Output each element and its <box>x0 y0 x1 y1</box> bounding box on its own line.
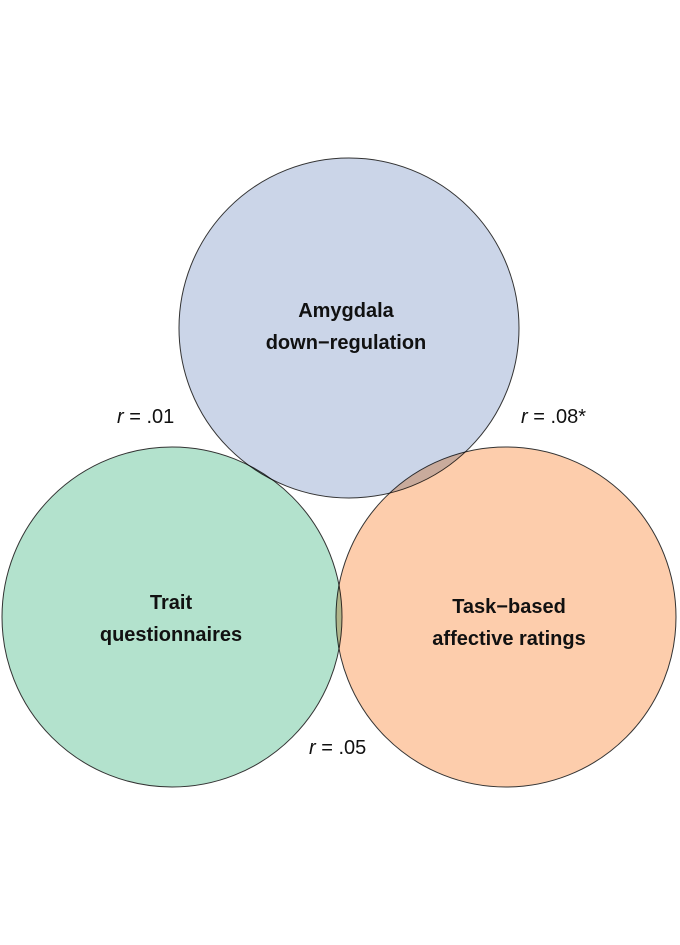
corr-amygdala-task: r = .08* <box>521 406 586 428</box>
corr-trait-task-value: = .05 <box>316 737 367 759</box>
corr-amygdala-task-r: r <box>521 406 529 428</box>
corr-amygdala-trait-value: = .01 <box>124 406 175 428</box>
task-label-line2: affective ratings <box>432 628 585 650</box>
corr-amygdala-trait-r: r <box>117 406 125 428</box>
trait-circle <box>1 446 343 788</box>
corr-amygdala-task-value: = .08* <box>528 406 587 428</box>
amygdala-label-line1: Amygdala <box>298 300 394 322</box>
corr-trait-task: r = .05 <box>309 737 366 759</box>
amygdala-circle <box>178 157 520 499</box>
trait-label-line2: questionnaires <box>100 624 242 646</box>
amygdala-label-line2: down−regulation <box>266 332 427 354</box>
trait-label-line1: Trait <box>150 592 193 614</box>
corr-trait-task-r: r <box>309 737 317 759</box>
corr-amygdala-trait: r = .01 <box>117 406 174 428</box>
task-circle <box>335 446 677 788</box>
task-label-line1: Task−based <box>452 596 566 618</box>
